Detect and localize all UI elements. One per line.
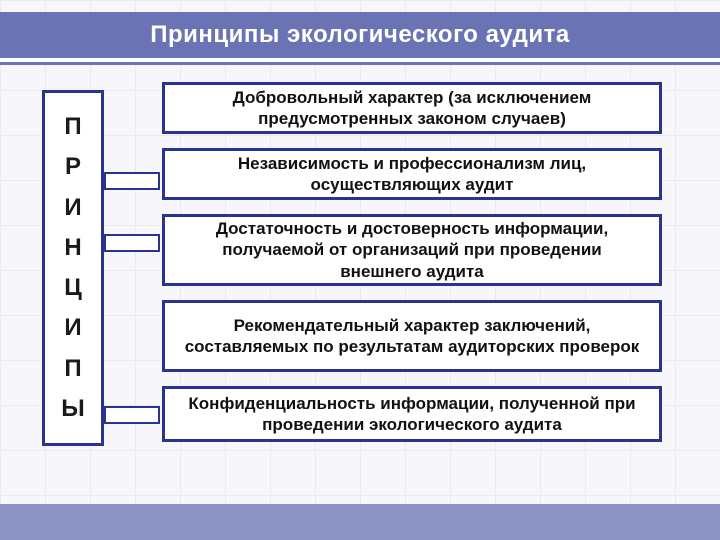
principle-text: Независимость и профессионализм лиц, осу… (181, 153, 643, 196)
connector (104, 172, 160, 190)
slide-stage: Принципы экологического аудита ПРИНЦИПЫ … (0, 0, 720, 540)
connector (104, 234, 160, 252)
footer-band (0, 504, 720, 540)
vertical-letter: Ы (61, 397, 85, 421)
principle-box: Независимость и профессионализм лиц, осу… (162, 148, 662, 200)
vertical-letter: П (64, 357, 81, 381)
principle-text: Конфиденциальность информации, полученно… (181, 393, 643, 436)
vertical-letter: Ц (64, 276, 82, 300)
principle-text: Рекомендательный характер заключений, со… (181, 315, 643, 358)
principle-text: Достаточность и достоверность информации… (181, 218, 643, 282)
principle-box: Рекомендательный характер заключений, со… (162, 300, 662, 372)
title-bar: Принципы экологического аудита (0, 12, 720, 58)
page-title: Принципы экологического аудита (150, 21, 570, 49)
vertical-letter: И (64, 316, 81, 340)
principles-vertical-label: ПРИНЦИПЫ (42, 90, 104, 446)
principle-text: Добровольный характер (за исключением пр… (181, 87, 643, 130)
vertical-label-letters: ПРИНЦИПЫ (45, 93, 101, 443)
vertical-letter: Н (64, 236, 81, 260)
vertical-letter: И (64, 196, 81, 220)
vertical-letter: Р (65, 155, 81, 179)
connector (104, 406, 160, 424)
principle-box: Достаточность и достоверность информации… (162, 214, 662, 286)
principle-box: Конфиденциальность информации, полученно… (162, 386, 662, 442)
title-band: Принципы экологического аудита (0, 12, 720, 65)
vertical-letter: П (64, 115, 81, 139)
principle-box: Добровольный характер (за исключением пр… (162, 82, 662, 134)
title-divider-accent (0, 62, 720, 65)
